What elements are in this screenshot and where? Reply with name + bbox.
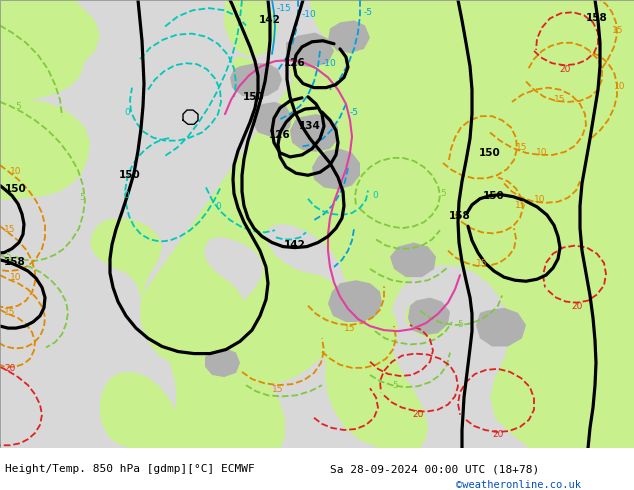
Polygon shape xyxy=(0,0,634,448)
Text: -15: -15 xyxy=(277,3,292,13)
Text: 10: 10 xyxy=(10,272,22,282)
Polygon shape xyxy=(390,243,436,277)
Text: 0: 0 xyxy=(372,191,378,200)
Text: 20: 20 xyxy=(493,430,503,439)
Polygon shape xyxy=(230,63,282,98)
Text: 5: 5 xyxy=(15,102,21,112)
Polygon shape xyxy=(290,114,338,152)
Text: 126: 126 xyxy=(284,58,306,68)
Polygon shape xyxy=(224,0,278,56)
Polygon shape xyxy=(205,348,240,377)
Polygon shape xyxy=(476,308,526,346)
Text: 126: 126 xyxy=(269,129,291,140)
Text: 20: 20 xyxy=(412,410,424,418)
Text: 150: 150 xyxy=(483,191,505,200)
Text: 15: 15 xyxy=(476,259,488,269)
Text: 150: 150 xyxy=(243,92,265,102)
Text: 5: 5 xyxy=(440,189,446,198)
Text: 158: 158 xyxy=(4,257,26,267)
Text: 15: 15 xyxy=(516,143,527,152)
Text: 20: 20 xyxy=(571,302,583,311)
Text: 15: 15 xyxy=(612,26,623,35)
Text: 0: 0 xyxy=(124,108,130,117)
Text: -5: -5 xyxy=(364,8,373,17)
Polygon shape xyxy=(312,149,360,190)
Polygon shape xyxy=(328,280,382,322)
Text: 15: 15 xyxy=(554,96,566,104)
Polygon shape xyxy=(232,56,264,87)
Polygon shape xyxy=(0,0,40,25)
Polygon shape xyxy=(328,21,370,53)
Text: 142: 142 xyxy=(259,15,281,25)
Text: ©weatheronline.co.uk: ©weatheronline.co.uk xyxy=(456,480,581,490)
Polygon shape xyxy=(90,0,634,448)
Text: 158: 158 xyxy=(586,13,608,24)
Text: 158: 158 xyxy=(449,211,471,221)
Text: 5: 5 xyxy=(457,319,463,328)
Text: 5: 5 xyxy=(79,193,85,202)
Text: 150: 150 xyxy=(5,184,27,194)
Text: 20: 20 xyxy=(559,65,571,74)
Polygon shape xyxy=(0,372,285,448)
Polygon shape xyxy=(164,308,285,448)
Polygon shape xyxy=(406,299,448,338)
Text: 5: 5 xyxy=(392,381,398,390)
Polygon shape xyxy=(0,0,100,104)
Text: 10: 10 xyxy=(534,195,546,204)
Text: 0: 0 xyxy=(215,202,221,211)
Text: 142: 142 xyxy=(284,240,306,249)
Text: 15: 15 xyxy=(344,324,356,333)
Text: 134: 134 xyxy=(299,122,321,131)
Text: -10: -10 xyxy=(322,59,337,68)
Text: 15: 15 xyxy=(272,385,284,394)
Text: Sa 28-09-2024 00:00 UTC (18+78): Sa 28-09-2024 00:00 UTC (18+78) xyxy=(330,465,539,474)
Text: 15: 15 xyxy=(515,201,526,210)
Polygon shape xyxy=(100,372,182,448)
Polygon shape xyxy=(408,297,450,335)
Text: 15: 15 xyxy=(4,225,15,234)
Polygon shape xyxy=(335,392,420,446)
Text: 20: 20 xyxy=(4,365,15,373)
Polygon shape xyxy=(0,100,90,200)
Polygon shape xyxy=(318,291,398,372)
Text: 150: 150 xyxy=(119,170,141,180)
Text: Height/Temp. 850 hPa [gdmp][°C] ECMWF: Height/Temp. 850 hPa [gdmp][°C] ECMWF xyxy=(5,465,255,474)
Text: 150: 150 xyxy=(479,148,501,158)
Polygon shape xyxy=(286,33,334,67)
Text: 10: 10 xyxy=(536,148,548,157)
Text: 5: 5 xyxy=(5,252,11,261)
Polygon shape xyxy=(310,0,415,55)
Text: 10: 10 xyxy=(10,167,22,176)
Polygon shape xyxy=(290,49,330,90)
Text: 10: 10 xyxy=(614,82,626,91)
Text: -10: -10 xyxy=(302,10,317,19)
Text: 0: 0 xyxy=(123,191,129,200)
Text: 15: 15 xyxy=(4,308,15,318)
Text: -5: -5 xyxy=(350,108,359,117)
Polygon shape xyxy=(252,102,292,137)
